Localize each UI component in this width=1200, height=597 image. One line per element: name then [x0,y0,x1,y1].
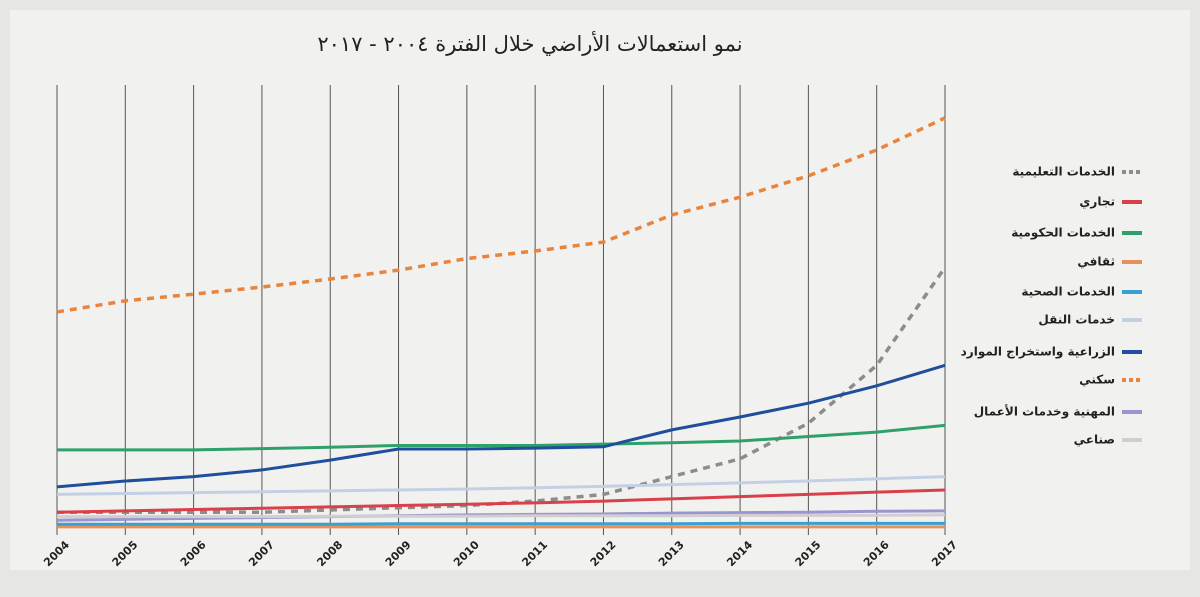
series-line [57,513,946,519]
chart-title: نمو استعمالات الأراضي خلال الفترة ٢٠٠٤ -… [317,31,742,56]
legend-label: المهنية وخدمات الأعمال [974,404,1115,420]
legend-label: الخدمات التعليمية [1012,165,1115,179]
legend-label: ثقافي [1077,255,1115,269]
legend-label: صناعي [1074,433,1115,447]
series-line [57,423,946,452]
legend-label: الخدمات الحكومية [1011,226,1115,241]
series-line [56,363,946,489]
legend-label: الخدمات الصحية [1021,285,1115,299]
legend-label: الزراعية واستخراج الموارد [961,345,1115,360]
series-line [56,475,946,496]
series-line [56,116,946,314]
series-line [57,521,945,526]
legend-label: خدمات النقل [1038,313,1115,327]
series-line [56,488,946,514]
legend-label: تجاري [1079,195,1115,209]
legend-label: سكني [1079,373,1115,387]
